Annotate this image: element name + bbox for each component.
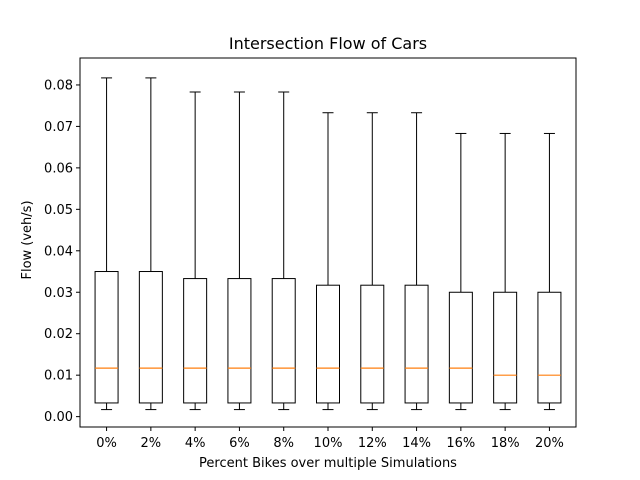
box bbox=[94, 271, 119, 404]
box bbox=[360, 284, 385, 404]
x-tick-label: 0% bbox=[96, 436, 117, 451]
plot-area: 0.00 0.01 0.02 0.03 0.04 0.05 0.06 0.07 0.08 0% 2%… bbox=[44, 77, 564, 451]
box bbox=[448, 291, 473, 404]
x-tick-label: 20% bbox=[535, 436, 564, 451]
x-tick-label: 2% bbox=[141, 436, 162, 451]
y-tick-label: 0.01 bbox=[44, 369, 73, 384]
box bbox=[493, 291, 518, 404]
x-tick-label: 8% bbox=[273, 436, 294, 451]
y-tick-label: 0.03 bbox=[44, 286, 73, 301]
box bbox=[271, 278, 296, 404]
x-tick-label: 6% bbox=[229, 436, 250, 451]
x-tick-label: 4% bbox=[185, 436, 206, 451]
x-tick-label: 14% bbox=[402, 436, 431, 451]
box bbox=[537, 291, 562, 404]
y-tick-label: 0.07 bbox=[44, 120, 73, 135]
x-tick-label: 12% bbox=[358, 436, 387, 451]
box bbox=[404, 284, 429, 404]
x-tick-label: 16% bbox=[446, 436, 475, 451]
x-tick-label: 18% bbox=[491, 436, 520, 451]
chart-title: Intersection Flow of Cars bbox=[229, 34, 427, 53]
y-axis-label: Flow (veh/s) bbox=[20, 200, 35, 279]
box bbox=[316, 284, 340, 404]
x-tick-label: 10% bbox=[314, 436, 343, 451]
y-tick-label: 0.06 bbox=[44, 161, 73, 176]
x-axis-label: Percent Bikes over multiple Simulations bbox=[199, 456, 457, 471]
box bbox=[183, 278, 208, 404]
y-tick-label: 0.08 bbox=[44, 78, 73, 93]
y-tick-label: 0.02 bbox=[44, 327, 73, 342]
y-tick-label: 0.00 bbox=[44, 410, 73, 425]
y-tick-label: 0.04 bbox=[44, 244, 73, 259]
axes-frame bbox=[79, 57, 577, 428]
box bbox=[227, 278, 252, 404]
y-tick-label: 0.05 bbox=[44, 203, 73, 218]
box bbox=[138, 271, 163, 404]
